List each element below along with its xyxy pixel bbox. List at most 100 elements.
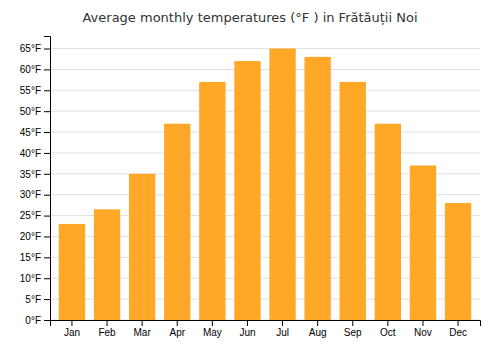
- bars: [59, 49, 471, 320]
- y-tick-mark: [44, 174, 50, 175]
- x-tick-mark: [458, 320, 459, 326]
- y-tick-label: 65°F: [20, 43, 41, 54]
- x-tick-label: Oct: [380, 327, 396, 338]
- y-tick: 15°F: [20, 252, 50, 263]
- y-tick-label: 15°F: [20, 252, 41, 263]
- bar: [375, 124, 401, 320]
- x-tick-mark: [107, 320, 108, 326]
- y-tick-label: 55°F: [20, 85, 41, 96]
- y-tick-label: 60°F: [20, 64, 41, 75]
- x-tick: Sep: [344, 320, 362, 338]
- bar: [340, 82, 366, 320]
- y-tick-mark: [44, 49, 50, 50]
- y-tick: 55°F: [20, 85, 50, 96]
- y-tick-label: 40°F: [20, 148, 41, 159]
- x-tick-label: Dec: [449, 327, 467, 338]
- x-tick-label: Mar: [134, 327, 152, 338]
- grid-line: [50, 90, 480, 91]
- y-tick: 5°F: [25, 294, 50, 305]
- y-tick: 45°F: [20, 127, 50, 138]
- bar: [269, 49, 295, 320]
- y-tick-mark: [44, 257, 50, 258]
- x-tick: Mar: [134, 320, 152, 338]
- x-tick: Feb: [98, 320, 116, 338]
- y-tick-label: 25°F: [20, 210, 41, 221]
- title: Average monthly temperatures (°F ) in Fr…: [82, 10, 417, 25]
- x-tick-label: Sep: [344, 327, 362, 338]
- x-tick-label: Jan: [64, 327, 80, 338]
- x-tick-label: May: [203, 327, 222, 338]
- y-tick-mark: [44, 153, 50, 154]
- y-tick-mark: [44, 90, 50, 91]
- y-tick-label: 45°F: [20, 127, 41, 138]
- y-tick: 65°F: [20, 43, 50, 54]
- x-tick: Nov: [414, 320, 432, 338]
- y-tick: 30°F: [20, 189, 50, 200]
- x-tick-label: Jun: [239, 327, 255, 338]
- x-tick-mark: [387, 320, 388, 326]
- y-axis-line: [44, 37, 51, 321]
- y-axis: 0°F 5°F 10°F 15°F 20°F 25°F 30°F 35°F 40°F 45°F 50…: [20, 37, 51, 326]
- y-tick: 35°F: [20, 169, 50, 180]
- x-tick: Jul: [276, 320, 289, 338]
- bar: [199, 82, 225, 320]
- y-tick-mark: [44, 236, 50, 237]
- x-tick-mark: [282, 320, 283, 326]
- y-tick-label: 5°F: [25, 294, 41, 305]
- y-tick: 50°F: [20, 106, 50, 117]
- bar: [304, 57, 330, 320]
- y-tick-mark: [44, 132, 50, 133]
- grid-line: [50, 152, 480, 153]
- y-tick-mark: [44, 111, 50, 112]
- x-tick: Jun: [239, 320, 255, 338]
- x-tick-mark: [422, 320, 423, 326]
- x-tick-mark: [177, 320, 178, 326]
- y-tick-mark: [44, 320, 50, 321]
- x-tick-label: Aug: [309, 327, 327, 338]
- bar: [94, 209, 120, 320]
- x-tick-label: Nov: [414, 327, 432, 338]
- y-tick-label: 50°F: [20, 106, 41, 117]
- y-tick: 10°F: [20, 273, 50, 284]
- y-tick-mark: [44, 278, 50, 279]
- y-tick-label: 10°F: [20, 273, 41, 284]
- bar: [234, 61, 260, 320]
- x-tick: May: [203, 320, 222, 338]
- y-tick-mark: [44, 299, 50, 300]
- x-axis: Jan Feb Mar Apr May Jun Jul Aug Sep Oct Nov Dec: [51, 320, 481, 338]
- x-tick-mark: [317, 320, 318, 326]
- x-tick: Oct: [380, 320, 396, 338]
- y-tick-label: 20°F: [20, 231, 41, 242]
- y-tick: 60°F: [20, 64, 50, 75]
- y-tick-label: 30°F: [20, 189, 41, 200]
- bar: [59, 224, 85, 320]
- x-tick-mark: [142, 320, 143, 326]
- x-tick-mark: [212, 320, 213, 326]
- bar: [129, 174, 155, 320]
- plot: 0°F 5°F 10°F 15°F 20°F 25°F 30°F 35°F 40°F 45°F 50…: [20, 37, 481, 339]
- x-tick-label: Jul: [276, 327, 289, 338]
- x-tick-mark: [71, 320, 72, 326]
- y-tick-mark: [44, 195, 50, 196]
- x-tick-mark: [247, 320, 248, 326]
- x-tick: Dec: [449, 320, 467, 338]
- x-tick: Apr: [169, 320, 185, 338]
- grid-line: [50, 69, 480, 70]
- y-tick-label: 0°F: [25, 315, 41, 326]
- y-tick: 25°F: [20, 210, 50, 221]
- x-axis-line: [51, 321, 481, 327]
- bar: [410, 165, 436, 320]
- bar: [445, 203, 471, 320]
- y-tick-mark: [44, 69, 50, 70]
- y-tick: 40°F: [20, 148, 50, 159]
- bar: [164, 124, 190, 320]
- grid-line: [50, 111, 480, 112]
- y-tick-mark: [44, 216, 50, 217]
- y-tick: 0°F: [25, 315, 50, 326]
- x-tick-label: Apr: [169, 327, 185, 338]
- x-tick-label: Feb: [98, 327, 116, 338]
- y-tick: 20°F: [20, 231, 50, 242]
- x-tick: Aug: [309, 320, 327, 338]
- x-tick: Jan: [64, 320, 80, 338]
- x-tick-mark: [352, 320, 353, 326]
